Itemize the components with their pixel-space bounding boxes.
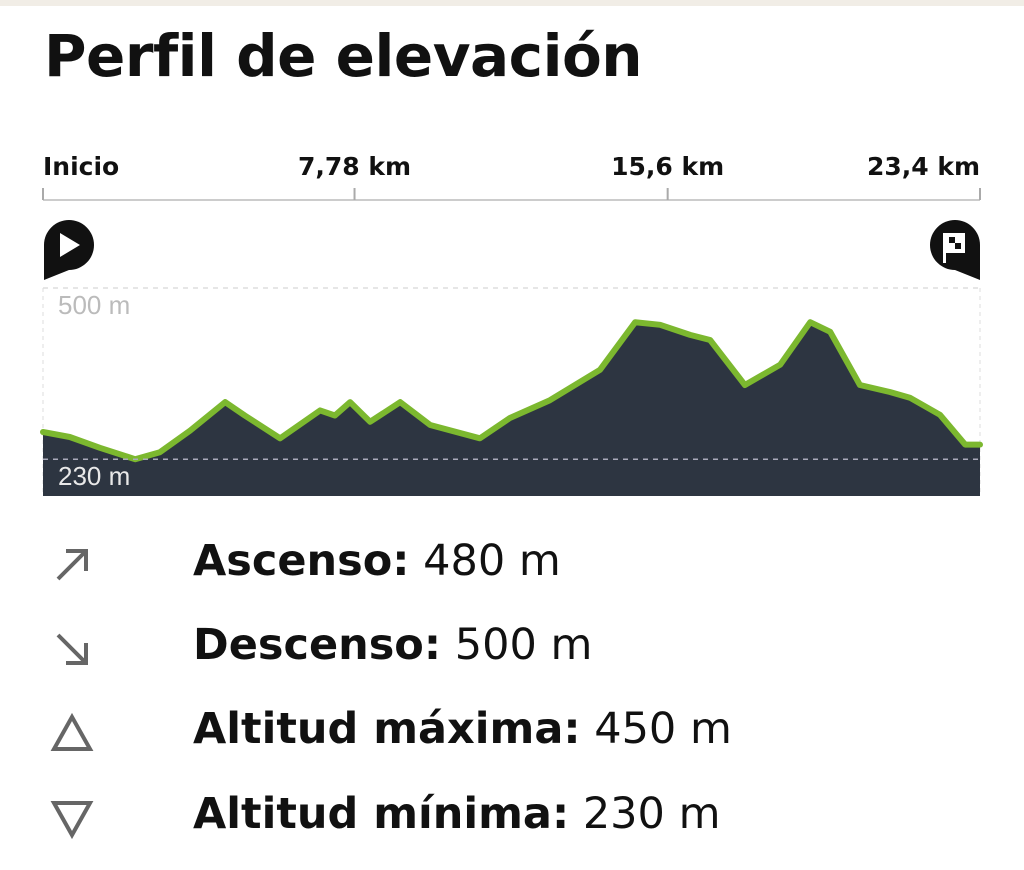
max-icon	[50, 711, 94, 759]
stat-label: Descenso:	[193, 620, 442, 670]
stat-min: Altitud mínima: 230 m	[193, 789, 720, 839]
ascent-icon	[50, 543, 94, 591]
stat-max: Altitud máxima: 450 m	[193, 704, 732, 754]
y-tick-label: 230 m	[58, 461, 130, 491]
stat-descent: Descenso: 500 m	[193, 620, 592, 670]
stat-value: 480 m	[423, 536, 561, 586]
stat-value: 500 m	[454, 620, 593, 670]
stat-label: Altitud mínima:	[193, 789, 570, 839]
elevation-line	[40, 319, 983, 463]
x-tick-label: Inicio	[43, 152, 119, 181]
stat-label: Altitud máxima:	[193, 704, 581, 754]
elevation-chart: Inicio 7,78 km 15,6 km 23,4 km 230 m 500 m	[40, 152, 983, 496]
stat-label: Ascenso:	[193, 536, 410, 586]
min-icon	[50, 797, 94, 845]
start-marker	[44, 220, 94, 280]
stat-ascent: Ascenso: 480 m	[193, 536, 561, 586]
x-tick-label: 7,78 km	[298, 152, 411, 181]
x-tick-label: 15,6 km	[611, 152, 724, 181]
stat-value: 230 m	[582, 789, 721, 839]
descent-icon	[50, 627, 94, 675]
page-title: Perfil de elevación	[44, 22, 643, 90]
x-tick-label: 23,4 km	[867, 152, 980, 181]
elevation-area	[43, 322, 980, 496]
y-tick-label: 500 m	[58, 290, 130, 320]
finish-marker	[930, 220, 980, 280]
top-bar	[0, 0, 1024, 6]
stat-value: 450 m	[594, 704, 732, 754]
